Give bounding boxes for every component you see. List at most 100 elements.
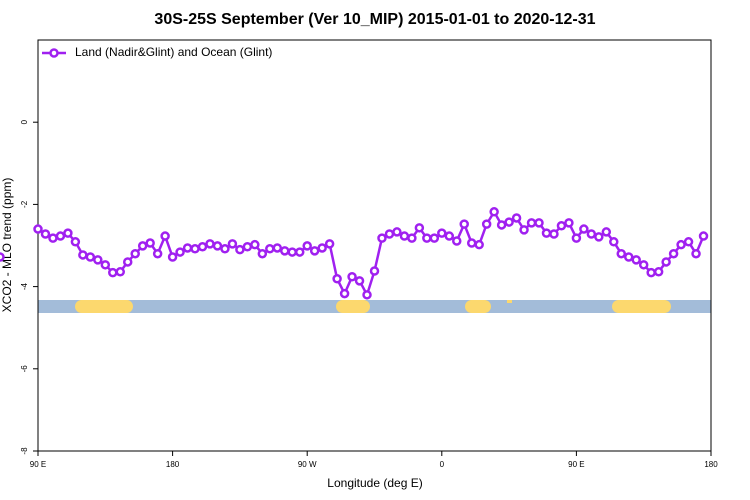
data-point: [549, 229, 559, 239]
data-point: [526, 218, 537, 228]
data-point: [347, 271, 357, 282]
chart-title: 30S-25S September (Ver 10_MIP) 2015-01-0…: [154, 11, 595, 28]
y-tick-label: -8: [20, 447, 29, 455]
data-point: [227, 239, 238, 249]
land-segment: [507, 300, 512, 303]
data-point: [145, 238, 155, 248]
data-point: [175, 247, 185, 257]
data-point: [197, 241, 208, 252]
data-point: [414, 223, 425, 233]
data-point: [571, 233, 582, 243]
data-point: [556, 221, 567, 231]
ocean-band: [38, 300, 711, 313]
x-tick-label: 90 E: [568, 460, 584, 469]
data-point: [160, 231, 170, 241]
data-point: [444, 231, 455, 241]
data-point: [384, 229, 395, 239]
data-point: [93, 255, 103, 265]
data-point: [55, 231, 66, 241]
data-point: [302, 241, 312, 251]
data-point: [369, 266, 380, 276]
data-point: [280, 246, 290, 256]
data-point: [250, 239, 260, 250]
data-point: [152, 248, 163, 259]
data-point: [115, 267, 126, 277]
data-point: [646, 267, 656, 278]
data-point: [631, 255, 641, 265]
data-point: [429, 233, 440, 243]
data-point: [579, 224, 589, 234]
data-point: [683, 237, 694, 247]
data-point: [676, 239, 686, 250]
data-point: [122, 257, 133, 267]
data-point: [167, 252, 178, 262]
data-point: [623, 252, 634, 262]
land-segment: [612, 300, 671, 313]
data-point: [0, 252, 5, 262]
y-tick-label: -4: [20, 282, 29, 290]
data-point: [519, 225, 529, 235]
data-point: [339, 288, 350, 299]
data-point: [212, 241, 223, 251]
y-axis-label: XCO2 - MLO trend (ppm): [0, 178, 14, 313]
data-point: [541, 228, 552, 238]
data-point: [422, 233, 432, 243]
data-point: [489, 207, 499, 217]
data-point: [511, 213, 522, 223]
data-point: [466, 238, 477, 248]
land-segment: [336, 300, 370, 313]
land-segment: [75, 300, 133, 313]
data-point: [534, 218, 544, 228]
plot-frame: [37, 39, 712, 452]
x-tick-label: 180: [166, 460, 180, 469]
data-point: [182, 243, 193, 253]
data-point: [564, 218, 574, 228]
data-point: [190, 244, 200, 254]
data-point: [48, 233, 58, 243]
data-point: [265, 244, 275, 254]
x-tick-label: 90 W: [298, 460, 317, 469]
y-tick-label: -2: [20, 200, 29, 208]
x-tick-label: 90 E: [30, 460, 46, 469]
data-point: [324, 239, 335, 249]
land-ocean-band: [38, 300, 711, 313]
data-point: [638, 260, 649, 270]
data-point: [594, 232, 604, 242]
legend-label: Land (Nadir&Glint) and Ocean (Glint): [75, 45, 272, 59]
data-point: [130, 248, 140, 259]
data-point: [332, 274, 342, 284]
data-point: [474, 239, 484, 250]
data-point: [661, 257, 671, 267]
data-point: [309, 246, 320, 256]
data-point: [257, 248, 268, 259]
data-point: [220, 244, 230, 254]
data-point: [407, 233, 417, 243]
data-point: [108, 267, 118, 278]
data-point: [294, 247, 305, 257]
data-point: [242, 241, 253, 252]
data-point: [33, 224, 43, 234]
data-point: [481, 219, 492, 229]
data-point: [496, 220, 507, 230]
data-point: [586, 229, 597, 239]
data-point: [272, 243, 283, 253]
data-point: [609, 237, 619, 247]
land-segment: [465, 300, 491, 313]
data-point: [362, 290, 372, 300]
data-point: [287, 247, 297, 257]
data-point: [399, 231, 410, 241]
data-point: [354, 276, 365, 286]
data-point: [392, 227, 402, 237]
data-point: [317, 243, 327, 253]
data-point: [698, 231, 709, 241]
data-point: [459, 219, 469, 229]
x-tick-label: 180: [704, 460, 718, 469]
data-point: [205, 239, 215, 249]
data-point: [616, 248, 627, 259]
data-point: [40, 229, 51, 239]
data-point: [691, 248, 701, 259]
data-point: [653, 267, 664, 277]
data-point: [70, 237, 81, 247]
